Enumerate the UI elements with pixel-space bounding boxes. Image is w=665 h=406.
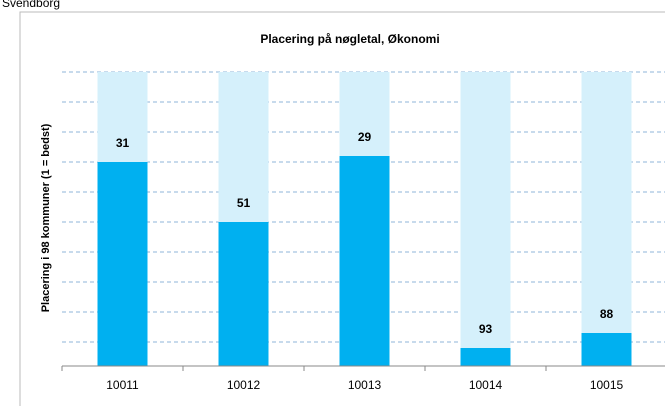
- x-tick-label: 10014: [469, 378, 503, 392]
- x-tick-label: 10013: [348, 378, 382, 392]
- bar: [339, 156, 390, 366]
- value-label: 93: [479, 322, 493, 336]
- value-label: 88: [600, 307, 614, 321]
- value-label: 29: [358, 130, 372, 144]
- value-label: 31: [116, 136, 130, 150]
- header: Svendborg: [2, 0, 60, 10]
- bar: [581, 333, 632, 366]
- x-tick-label: 10011: [106, 378, 139, 392]
- x-tick-label: 10015: [590, 378, 624, 392]
- chart-title: Placering på nøgletal, Økonomi: [260, 32, 439, 46]
- x-tick-label: 10012: [227, 378, 261, 392]
- bar: [97, 162, 148, 366]
- value-label: 51: [237, 196, 251, 210]
- bar-background: [581, 72, 632, 366]
- bar: [218, 222, 269, 366]
- bar-background: [460, 72, 511, 366]
- y-axis-label: Placering i 98 kommuner (1 = bedst): [40, 123, 52, 312]
- bar: [460, 348, 511, 366]
